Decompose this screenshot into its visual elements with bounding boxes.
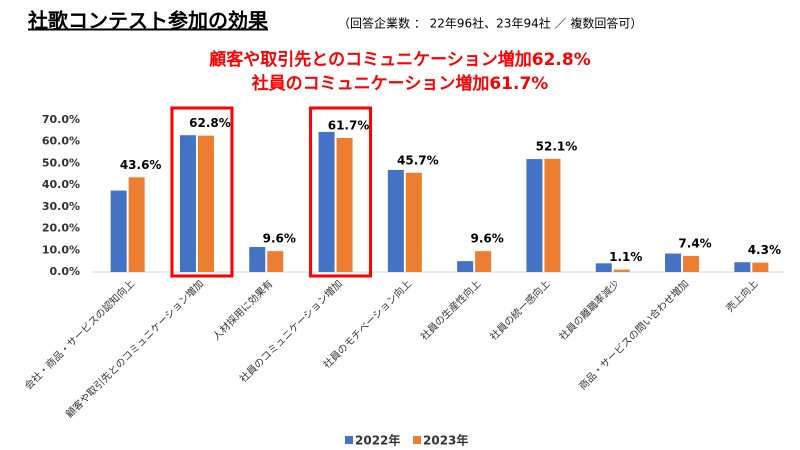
bar (318, 131, 335, 272)
bar (197, 135, 214, 272)
bar (179, 135, 196, 272)
chart-title: 社歌コンテスト参加の効果 (27, 9, 268, 33)
data-label: 9.6% (471, 232, 504, 246)
y-tick-label: 50.0% (42, 156, 80, 169)
x-tick-label: 売上向上 (723, 277, 760, 314)
bar (544, 158, 561, 272)
y-tick-label: 20.0% (42, 222, 80, 235)
bar (405, 172, 422, 272)
highlight-box (309, 106, 373, 278)
bar (752, 262, 769, 272)
bar (267, 251, 284, 272)
legend-swatch (345, 436, 353, 444)
data-label: 4.3% (748, 243, 781, 257)
y-tick-label: 70.0% (42, 113, 80, 126)
annotation: 顧客や取引先とのコミュニケーション増加62.8% (209, 49, 590, 70)
legend-label: 2022年 (355, 433, 400, 448)
x-tick-label: 人材採用に効果有 (210, 277, 276, 343)
y-tick-label: 0.0% (49, 265, 80, 278)
data-label: 7.4% (678, 236, 711, 250)
bar (526, 159, 543, 272)
x-tick-label: 社員の生産性向上 (418, 277, 484, 343)
bar (457, 261, 474, 272)
data-label: 45.7% (397, 153, 439, 167)
data-label: 9.6% (263, 232, 296, 246)
bar (613, 269, 630, 272)
bar (734, 262, 751, 272)
y-tick-label: 10.0% (42, 243, 80, 256)
bar (475, 251, 492, 272)
bar (249, 247, 266, 272)
data-label: 52.1% (536, 139, 578, 153)
y-tick-label: 30.0% (42, 200, 80, 213)
bar (595, 263, 612, 272)
bar (683, 255, 700, 272)
y-tick-label: 40.0% (42, 178, 80, 191)
data-label: 43.6% (120, 158, 162, 172)
bar (336, 138, 353, 272)
annotation: 社員のコミュニケーション増加61.7% (251, 73, 549, 94)
bar (110, 190, 127, 272)
data-label: 61.7% (328, 119, 370, 133)
chart-subtitle: （回答企業数 ： 22年96社、23年94社 ／ 複数回答可） (338, 16, 642, 31)
x-tick-label: 商品・サービスの問い合わせ増加 (576, 277, 691, 392)
x-tick-label: 社員の離職率減少 (556, 277, 622, 343)
bar (387, 169, 404, 272)
bar (665, 253, 682, 272)
x-tick-label: 社員の統一感向上 (487, 277, 553, 343)
y-tick-label: 60.0% (42, 135, 80, 148)
data-label: 62.8% (189, 116, 231, 130)
bar (128, 177, 145, 272)
highlight-box (170, 106, 234, 278)
legend-swatch (413, 436, 421, 444)
x-tick-label: 顧客や取引先とのコミュニケーション増加 (63, 277, 206, 420)
data-label: 1.1% (609, 250, 642, 264)
legend-label: 2023年 (423, 433, 468, 448)
x-tick-label: 会社・商品・サービスの認知向上 (22, 277, 137, 392)
